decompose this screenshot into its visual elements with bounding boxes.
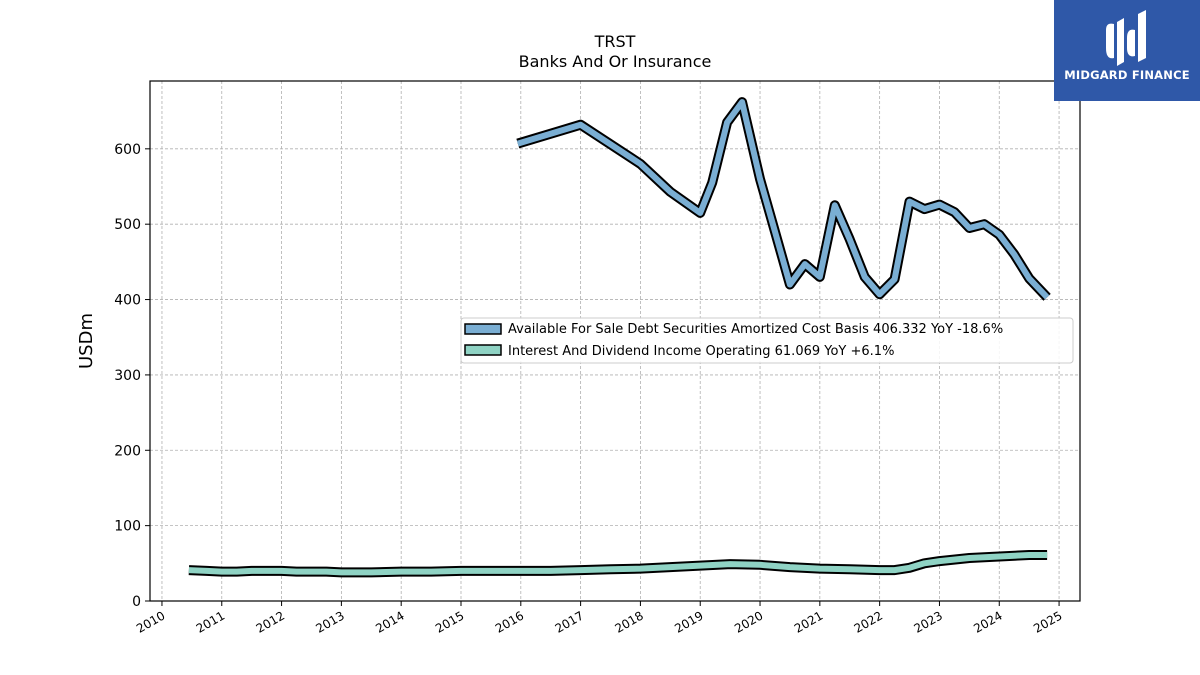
y-tick-label: 500: [114, 217, 141, 233]
x-tick-label: 2019: [672, 608, 705, 635]
x-tick-label: 2016: [493, 608, 526, 635]
x-tick-label: 2024: [971, 608, 1004, 635]
y-tick-label: 200: [114, 443, 141, 459]
x-tick-label: 2017: [553, 608, 586, 635]
legend: Available For Sale Debt Securities Amort…: [460, 317, 1074, 364]
x-axis: 2010 2011 2012 2013 2014 2015 2016 2017 2018 2019…: [134, 601, 1065, 636]
legend-swatch-1: [464, 323, 502, 335]
x-tick-label: 2021: [792, 608, 825, 635]
midgard-logo: MIDGARD FINANCE: [1054, 0, 1200, 101]
x-tick-label: 2023: [911, 608, 944, 635]
legend-label-2: Interest And Dividend Income Operating 6…: [508, 344, 894, 359]
series-layer: [188, 97, 1051, 578]
y-tick-label: 100: [114, 519, 141, 535]
y-tick-label: 300: [114, 368, 141, 384]
x-tick-label: 2018: [612, 608, 645, 635]
x-tick-label: 2015: [433, 608, 466, 635]
y-axis-label: USDm: [76, 313, 97, 369]
y-tick-label: 0: [132, 594, 141, 610]
x-tick-label: 2011: [194, 608, 227, 635]
y-tick-label: 600: [114, 142, 141, 158]
midgard-logo-icon: [1106, 10, 1146, 66]
x-tick-label: 2020: [732, 608, 765, 635]
chart-title: TRST: [594, 32, 636, 51]
plot-frame: [149, 80, 1081, 602]
series-line-2: [188, 552, 1048, 576]
x-tick-label: 2012: [254, 608, 287, 635]
x-tick-label: 2025: [1031, 608, 1064, 635]
x-tick-label: 2013: [313, 608, 346, 635]
x-tick-label: 2010: [134, 608, 167, 635]
chart-subtitle: Banks And Or Insurance: [519, 52, 712, 71]
y-tick-label: 400: [114, 293, 141, 309]
series-line-1: [516, 99, 1050, 300]
y-axis: 0 100 200 300 400 500 600: [114, 142, 150, 610]
legend-label-1: Available For Sale Debt Securities Amort…: [508, 322, 1003, 337]
legend-box: [460, 317, 1074, 364]
logo-text: MIDGARD FINANCE: [1064, 68, 1190, 82]
x-tick-label: 2014: [373, 608, 406, 635]
x-tick-label: 2022: [852, 608, 885, 635]
legend-swatch-2: [464, 344, 502, 356]
